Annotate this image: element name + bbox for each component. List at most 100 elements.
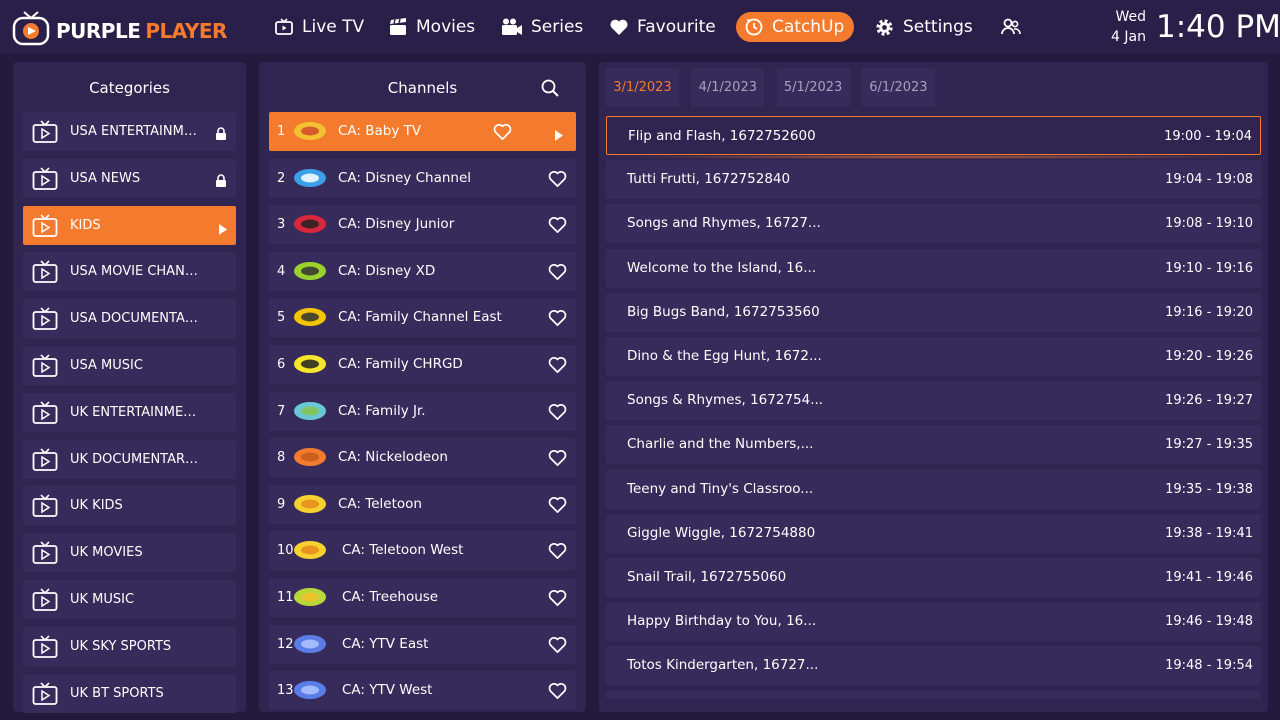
favourite-heart-icon[interactable] xyxy=(548,636,567,654)
program-time: 19:20 - 19:26 xyxy=(1165,349,1253,364)
favourite-heart-icon[interactable] xyxy=(548,263,567,281)
favourite-toggle[interactable] xyxy=(493,123,512,145)
channel-item[interactable]: 2 CA: Disney Channel xyxy=(269,158,576,198)
favourite-toggle[interactable] xyxy=(548,449,567,471)
program-item[interactable]: Teeny and Tiny's Classroo... 19:35 - 19:3… xyxy=(606,469,1261,509)
nav-movies-label: Movies xyxy=(416,17,476,37)
favourite-toggle[interactable] xyxy=(548,263,567,285)
teletoon-west-logo xyxy=(294,541,326,560)
program-item[interactable]: Big Bugs Band, 1672753560 19:16 - 19:20 xyxy=(606,292,1261,332)
favourite-heart-icon[interactable] xyxy=(548,403,567,421)
channel-name: CA: Family CHRGD xyxy=(338,356,463,372)
favourite-heart-icon[interactable] xyxy=(548,356,567,374)
favourite-toggle[interactable] xyxy=(548,636,567,658)
nav-settings-label: Settings xyxy=(903,17,973,37)
category-item[interactable]: UK BT SPORTS xyxy=(23,673,236,713)
favourite-heart-icon[interactable] xyxy=(548,682,567,700)
category-item[interactable]: UK KIDS xyxy=(23,486,236,526)
family-channel-logo xyxy=(294,308,326,327)
category-item[interactable]: UK ENTERTAINMENT xyxy=(23,392,236,432)
program-item[interactable]: Totos Kindergarten, 16727... 19:48 - 19:5… xyxy=(606,646,1261,686)
nav-settings[interactable]: Settings xyxy=(874,12,973,42)
app-logo: PURPLE PLAYER xyxy=(12,8,227,48)
channel-number: 3 xyxy=(277,217,286,233)
favourite-heart-icon[interactable] xyxy=(548,449,567,467)
favourite-toggle[interactable] xyxy=(548,356,567,378)
program-title: Teeny and Tiny's Classroo... xyxy=(627,480,814,497)
favourite-toggle[interactable] xyxy=(548,170,567,192)
category-item[interactable]: USA ENTERTAINME... xyxy=(23,112,236,151)
channel-number: 12 xyxy=(277,636,294,652)
date-tab[interactable]: 6/1/2023 xyxy=(861,68,935,107)
category-item[interactable]: USA NEWS xyxy=(23,158,236,198)
program-item[interactable]: Snail Trail, 1672755060 19:41 - 19:46 xyxy=(606,558,1261,597)
category-item[interactable]: UK DOCUMENTARIES xyxy=(23,439,236,479)
channel-item[interactable]: 10 CA: Teletoon West xyxy=(269,531,576,571)
program-time: 19:27 - 19:35 xyxy=(1165,437,1253,453)
category-item[interactable]: UK MUSIC xyxy=(23,580,236,619)
category-label: USA MUSIC xyxy=(70,358,143,373)
nav-favourite[interactable]: Favourite xyxy=(609,12,716,42)
channel-item[interactable]: 11 CA: Treehouse xyxy=(269,578,576,617)
channel-item[interactable]: 9 CA: Teletoon xyxy=(269,484,576,524)
category-tv-icon xyxy=(32,307,58,335)
favourite-heart-icon[interactable] xyxy=(548,216,567,234)
category-item[interactable]: UK SKY SPORTS xyxy=(23,626,236,666)
favourite-toggle[interactable] xyxy=(548,496,567,518)
channel-item[interactable]: 4 CA: Disney XD xyxy=(269,251,576,291)
channel-item[interactable]: 1 CA: Baby TV xyxy=(269,112,576,151)
favourite-toggle[interactable] xyxy=(548,216,567,238)
channel-item[interactable]: 5 CA: Family Channel East xyxy=(269,298,576,338)
program-item[interactable]: Welcome to the Island, 16... 19:10 - 19:1… xyxy=(606,248,1261,288)
program-item[interactable]: Giggle Wiggle, 1672754880 19:38 - 19:41 xyxy=(606,513,1261,553)
nav-live-tv[interactable]: Live TV xyxy=(274,12,364,42)
favourite-heart-icon[interactable] xyxy=(548,170,567,188)
category-item[interactable]: USA MOVIE CHANN... xyxy=(23,252,236,292)
nav-movies[interactable]: Movies xyxy=(388,12,475,42)
channel-name: CA: Disney XD xyxy=(338,262,436,279)
nav-series[interactable]: Series xyxy=(501,12,583,42)
favourite-heart-icon[interactable] xyxy=(548,496,567,514)
favourite-toggle[interactable] xyxy=(548,682,567,704)
header-date: Wed 4 Jan xyxy=(1100,7,1146,47)
channel-item[interactable]: 8 CA: Nickelodeon xyxy=(269,438,576,478)
program-item[interactable]: Tutti Frutti, 1672752840 19:04 - 19:08 xyxy=(606,160,1261,200)
category-item[interactable]: USA DOCUMENTARI... xyxy=(23,299,236,339)
date-tab[interactable]: 5/1/2023 xyxy=(776,68,850,107)
favourite-toggle[interactable] xyxy=(548,589,567,611)
favourite-heart-icon[interactable] xyxy=(548,589,567,607)
favourite-toggle[interactable] xyxy=(548,403,567,425)
program-item[interactable]: Dino & the Egg Hunt, 1672... 19:20 - 19:2… xyxy=(606,337,1261,376)
program-time: 19:46 - 19:48 xyxy=(1165,614,1253,630)
channel-item[interactable]: 12 CA: YTV East xyxy=(269,624,576,664)
program-item[interactable]: Flip and Flash, 1672752600 19:00 - 19:04 xyxy=(606,116,1261,155)
category-item[interactable]: USA MUSIC xyxy=(23,346,236,385)
profile-switch-button[interactable] xyxy=(1000,12,1030,42)
program-item[interactable]: Songs & Rhymes, 1672754... 19:26 - 19:27 xyxy=(606,381,1261,421)
program-item[interactable]: Happy Birthday to You, 16... 19:46 - 19:4… xyxy=(606,602,1261,642)
nav-catchup[interactable]: CatchUp xyxy=(736,12,855,42)
channel-search-button[interactable] xyxy=(540,78,560,102)
favourite-heart-icon[interactable] xyxy=(548,542,567,560)
date-tab[interactable]: 3/1/2023 xyxy=(606,68,679,107)
header-date-label: 4 Jan xyxy=(1111,29,1146,45)
channel-item[interactable]: 13 CA: YTV West xyxy=(269,671,576,711)
program-item[interactable]: Charlie and the Numbers,... 19:27 - 19:35 xyxy=(606,425,1261,465)
treehouse-logo xyxy=(294,588,326,606)
category-item[interactable]: KIDS xyxy=(23,205,236,245)
favourite-toggle[interactable] xyxy=(548,542,567,564)
channel-item[interactable]: 7 CA: Family Jr. xyxy=(269,391,576,431)
favourite-toggle[interactable] xyxy=(548,309,567,331)
favourite-heart-icon[interactable] xyxy=(493,123,512,141)
channel-item[interactable]: 3 CA: Disney Junior xyxy=(269,205,576,245)
channel-item[interactable]: 6 CA: Family CHRGD xyxy=(269,345,576,384)
category-tv-icon xyxy=(32,120,58,148)
favourite-heart-icon[interactable] xyxy=(548,309,567,327)
category-item[interactable]: UK MOVIES xyxy=(23,533,236,573)
date-tab[interactable]: 4/1/2023 xyxy=(691,68,765,107)
categories-title: Categories xyxy=(89,79,170,97)
category-label: UK MUSIC xyxy=(70,592,135,607)
program-time: 19:48 - 19:54 xyxy=(1165,658,1253,674)
program-item[interactable]: Songs and Rhymes, 16727... 19:08 - 19:10 xyxy=(606,204,1261,244)
lock-icon-wrap xyxy=(215,172,227,191)
